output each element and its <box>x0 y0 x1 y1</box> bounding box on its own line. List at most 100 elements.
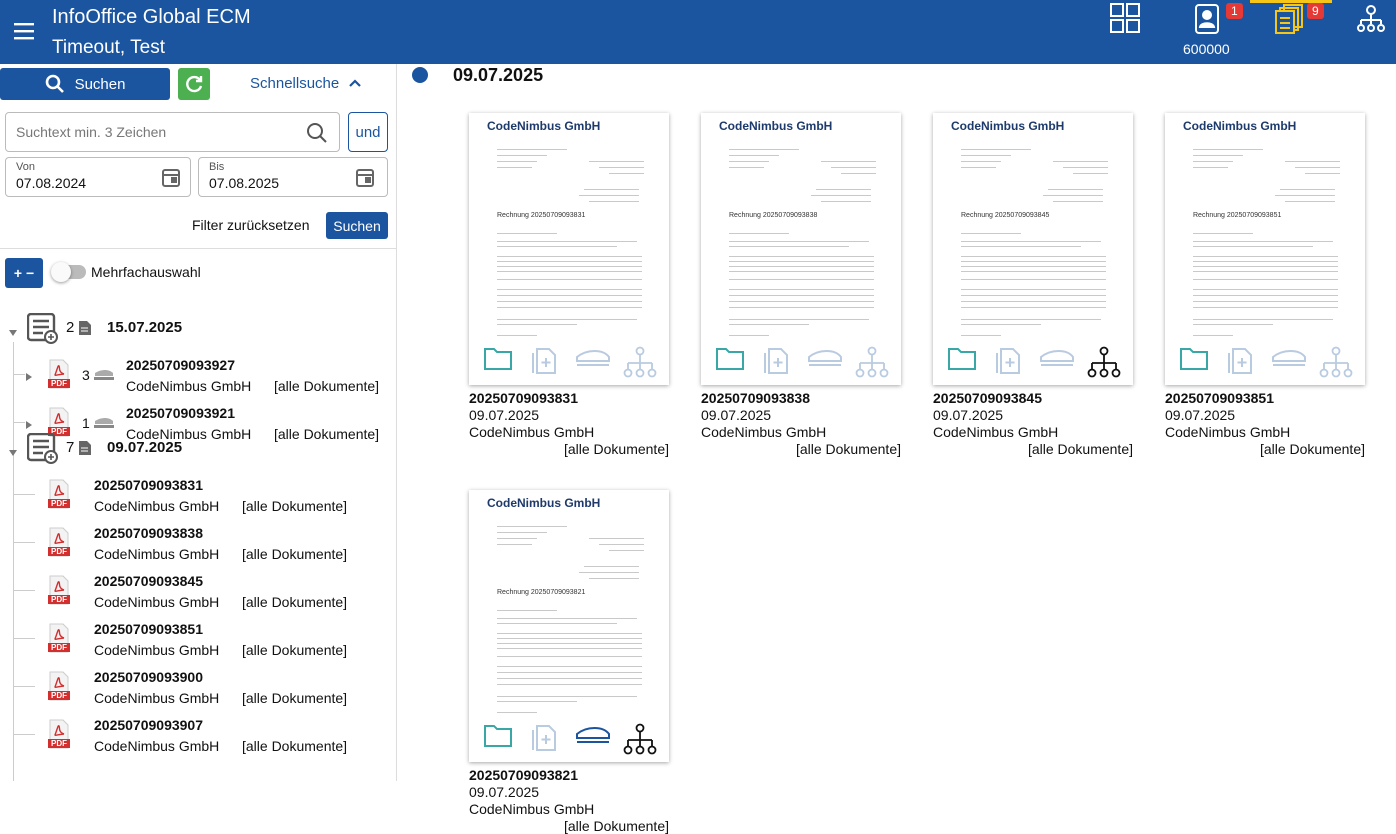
preview-text <box>811 195 871 196</box>
document-card[interactable]: CodeNimbus GmbH Rechnung 20250709093851 <box>1165 113 1365 385</box>
document-card[interactable]: CodeNimbus GmbH Rechnung 20250709093838 <box>701 113 901 385</box>
doc-icon <box>78 320 92 341</box>
search-input[interactable]: Suchtext min. 3 Zeichen <box>5 112 340 152</box>
and-button[interactable]: und <box>348 112 388 152</box>
preview-text <box>729 241 869 242</box>
card-scope: [alle Dokumente] <box>1259 441 1365 457</box>
folder-icon[interactable] <box>1179 345 1209 376</box>
document-card[interactable]: CodeNimbus GmbH Rechnung 20250709093831 <box>469 113 669 385</box>
preview-text <box>841 173 876 174</box>
expand-toggle[interactable]: + − <box>5 258 43 288</box>
preview-text <box>1193 155 1243 156</box>
preview-text <box>1193 149 1263 150</box>
highlight <box>1250 0 1332 3</box>
pdf-label: PDF <box>51 643 67 652</box>
preview-text <box>497 271 642 272</box>
pdf-icon: PDF <box>48 527 70 557</box>
folder-icon[interactable] <box>947 345 977 376</box>
item-count: 3 <box>82 367 90 383</box>
network-icon[interactable] <box>855 345 889 384</box>
preview-text <box>497 295 642 296</box>
tree-connector <box>13 542 35 543</box>
preview-text <box>729 246 849 247</box>
add-document-icon[interactable] <box>995 345 1025 380</box>
preview-text <box>497 246 617 247</box>
group-count: 7 <box>66 439 75 456</box>
reset-filter[interactable]: Filter zurücksetzen <box>192 217 310 233</box>
preview-text <box>1193 271 1338 272</box>
dashboard-icon[interactable] <box>1110 3 1140 33</box>
preview-text <box>497 712 537 713</box>
preview-text <box>497 324 577 325</box>
preview-text <box>961 167 996 168</box>
pdf-icon: PDF <box>48 407 70 437</box>
card-company: CodeNimbus GmbH <box>933 424 1059 440</box>
stapler-icon[interactable] <box>1039 345 1075 376</box>
network-icon[interactable] <box>623 722 657 761</box>
refresh-button[interactable] <box>178 68 210 100</box>
multi-select-switch[interactable] <box>51 262 86 282</box>
preview-text <box>497 256 642 257</box>
and-label: und <box>355 123 381 141</box>
preview-text <box>1053 201 1103 202</box>
folder-icon[interactable] <box>483 345 513 376</box>
stapler-icon[interactable] <box>1271 345 1307 376</box>
preview-text <box>961 295 1106 296</box>
documents-icon[interactable] <box>1275 4 1305 34</box>
search-button[interactable]: Suchen <box>0 68 170 100</box>
pdf-icon: PDF <box>48 575 70 605</box>
add-document-icon[interactable] <box>531 722 561 757</box>
preview-text <box>497 532 547 533</box>
preview-text <box>497 701 577 702</box>
preview-text <box>497 289 642 290</box>
preview-text <box>1193 246 1313 247</box>
network-icon[interactable] <box>623 345 657 384</box>
contacts-icon[interactable] <box>1193 4 1221 34</box>
preview-text <box>589 201 639 202</box>
org-icon[interactable] <box>1356 4 1386 34</box>
network-icon[interactable] <box>1319 345 1353 384</box>
preview-text <box>961 256 1106 257</box>
preview-title: Rechnung 20250709093845 <box>961 212 1050 219</box>
preview-text <box>1193 319 1333 320</box>
preview-text <box>609 550 644 551</box>
stapler-icon[interactable] <box>575 722 611 753</box>
pdf-icon: PDF <box>48 671 70 701</box>
contacts-badge: 1 <box>1226 3 1243 19</box>
submit-button[interactable]: Suchen <box>326 212 388 239</box>
preview-text <box>497 643 642 644</box>
preview-text <box>497 266 642 267</box>
preview-title: Rechnung 20250709093821 <box>497 589 586 596</box>
network-icon[interactable] <box>1087 345 1121 384</box>
stapler-icon[interactable] <box>807 345 843 376</box>
add-document-icon[interactable] <box>1227 345 1257 380</box>
user-name: Timeout, Test <box>52 37 165 58</box>
to-date[interactable]: Bis 07.08.2025 <box>198 157 388 197</box>
folder-icon[interactable] <box>715 345 745 376</box>
preview-text <box>961 155 1011 156</box>
preview-text <box>961 307 1106 308</box>
document-card[interactable]: CodeNimbus GmbH Rechnung 20250709093821 <box>469 490 669 762</box>
preview-text <box>961 161 1001 162</box>
preview-text <box>961 319 1101 320</box>
add-document-icon[interactable] <box>763 345 793 380</box>
preview-text <box>497 526 567 527</box>
preview-text <box>589 578 639 579</box>
document-scope: [alle Dokumente] <box>242 690 348 706</box>
preview-text <box>821 161 876 162</box>
folder-icon[interactable] <box>483 722 513 753</box>
from-date[interactable]: Von 07.08.2024 <box>5 157 191 197</box>
quick-search-toggle[interactable]: Schnellsuche <box>250 75 362 92</box>
preview-text <box>1285 201 1335 202</box>
add-document-icon[interactable] <box>531 345 561 380</box>
document-company: CodeNimbus GmbH <box>94 642 220 658</box>
preview-text <box>961 149 1031 150</box>
document-card[interactable]: CodeNimbus GmbH Rechnung 20250709093845 <box>933 113 1133 385</box>
card-company: CodeNimbus GmbH <box>469 801 595 817</box>
document-company: CodeNimbus GmbH <box>94 738 220 754</box>
preview-text <box>1063 167 1108 168</box>
app-title: InfoOffice Global ECM <box>52 6 251 28</box>
stapler-icon[interactable] <box>575 345 611 376</box>
menu-button[interactable] <box>14 22 34 40</box>
